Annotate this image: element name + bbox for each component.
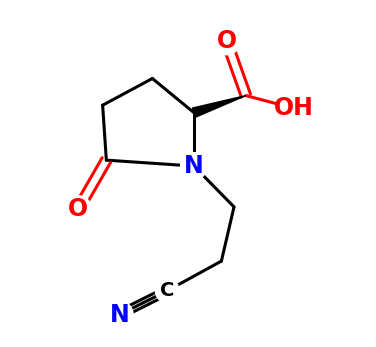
Circle shape [277, 92, 310, 125]
Circle shape [213, 28, 240, 55]
Circle shape [65, 196, 91, 222]
Text: OH: OH [273, 96, 313, 120]
Circle shape [106, 301, 133, 328]
Circle shape [180, 153, 207, 179]
Text: C: C [160, 281, 174, 300]
Polygon shape [193, 95, 246, 117]
Text: N: N [184, 154, 204, 178]
Circle shape [155, 279, 179, 303]
Text: O: O [217, 29, 237, 53]
Text: N: N [110, 303, 130, 327]
Text: O: O [68, 197, 88, 221]
